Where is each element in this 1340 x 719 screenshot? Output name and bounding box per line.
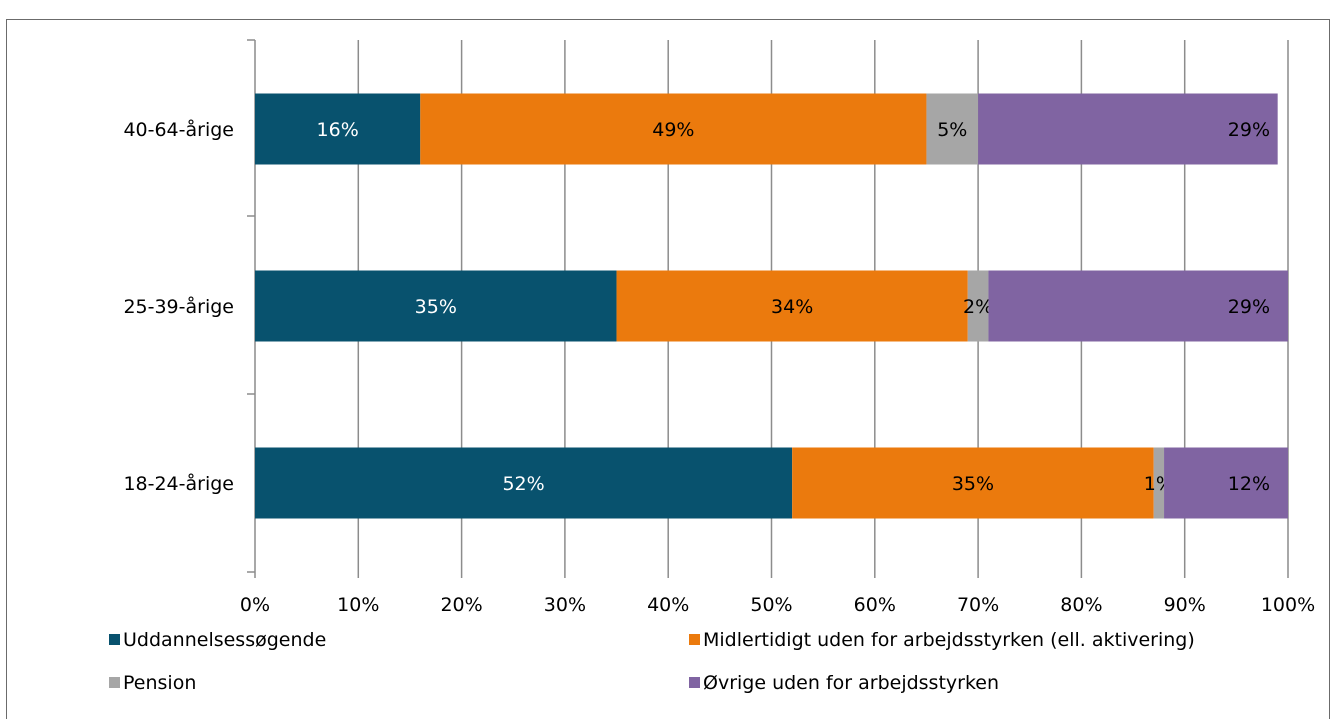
data-label: 35%	[415, 296, 457, 318]
legend-label: Pension	[123, 672, 196, 694]
bar-segment	[967, 270, 989, 342]
bar-segment	[988, 270, 1288, 342]
x-tick-label: 0%	[240, 594, 270, 616]
legend-swatch	[109, 634, 120, 645]
x-axis-ticks: 0% 10% 20% 30% 40% 50% 60% 70% 80% 90% 100%	[240, 594, 1315, 616]
data-label: 34%	[771, 296, 813, 318]
x-tick-label: 90%	[1164, 594, 1206, 616]
legend-swatch	[689, 677, 700, 688]
data-label: 29%	[1228, 119, 1270, 141]
bar-segment	[255, 93, 421, 165]
x-tick-label: 10%	[337, 594, 379, 616]
legend: Uddannelsessøgende Midlertidigt uden for …	[109, 629, 1195, 694]
x-tick-label: 100%	[1261, 594, 1315, 616]
bar-segment	[255, 270, 617, 342]
bar-segment	[1164, 447, 1288, 519]
legend-label: Midlertidigt uden for arbejdsstyrken (el…	[703, 629, 1195, 651]
legend-swatch	[109, 677, 120, 688]
chart-frame	[6, 19, 1330, 719]
bar-segment	[1153, 447, 1165, 519]
bar-segment	[255, 447, 793, 519]
x-tick-label: 30%	[544, 594, 586, 616]
category-labels: 40-64-årige 25-39-årige 18-24-årige	[123, 118, 234, 495]
data-label: 49%	[652, 119, 694, 141]
category-label: 40-64-årige	[123, 118, 234, 141]
data-label: 16%	[317, 119, 359, 141]
data-label: 35%	[952, 473, 994, 495]
x-tick-label: 80%	[1060, 594, 1102, 616]
bars: 16% 49% 5% 29%35% 34% 2% 29%52% 35% 1% 12%	[255, 93, 1288, 519]
bar-segment	[616, 270, 968, 342]
legend-label: Uddannelsessøgende	[123, 629, 326, 651]
category-label: 18-24-årige	[123, 472, 234, 495]
bar-segment	[420, 93, 927, 165]
legend-label: Øvrige uden for arbejdsstyrken	[703, 672, 999, 694]
x-tick-label: 20%	[440, 594, 482, 616]
data-label: 52%	[502, 473, 544, 495]
category-label: 25-39-årige	[123, 295, 234, 318]
x-tick-label: 50%	[750, 594, 792, 616]
data-label: 12%	[1228, 473, 1270, 495]
x-tick-label: 70%	[957, 594, 999, 616]
x-tick-label: 40%	[647, 594, 689, 616]
x-tick-label: 60%	[854, 594, 896, 616]
legend-swatch	[689, 634, 700, 645]
bar-segment	[926, 93, 979, 165]
bar-segment	[792, 447, 1154, 519]
data-label: 29%	[1228, 296, 1270, 318]
bar-segment	[978, 93, 1278, 165]
data-label: 2%	[963, 296, 993, 318]
data-label: 5%	[937, 119, 967, 141]
